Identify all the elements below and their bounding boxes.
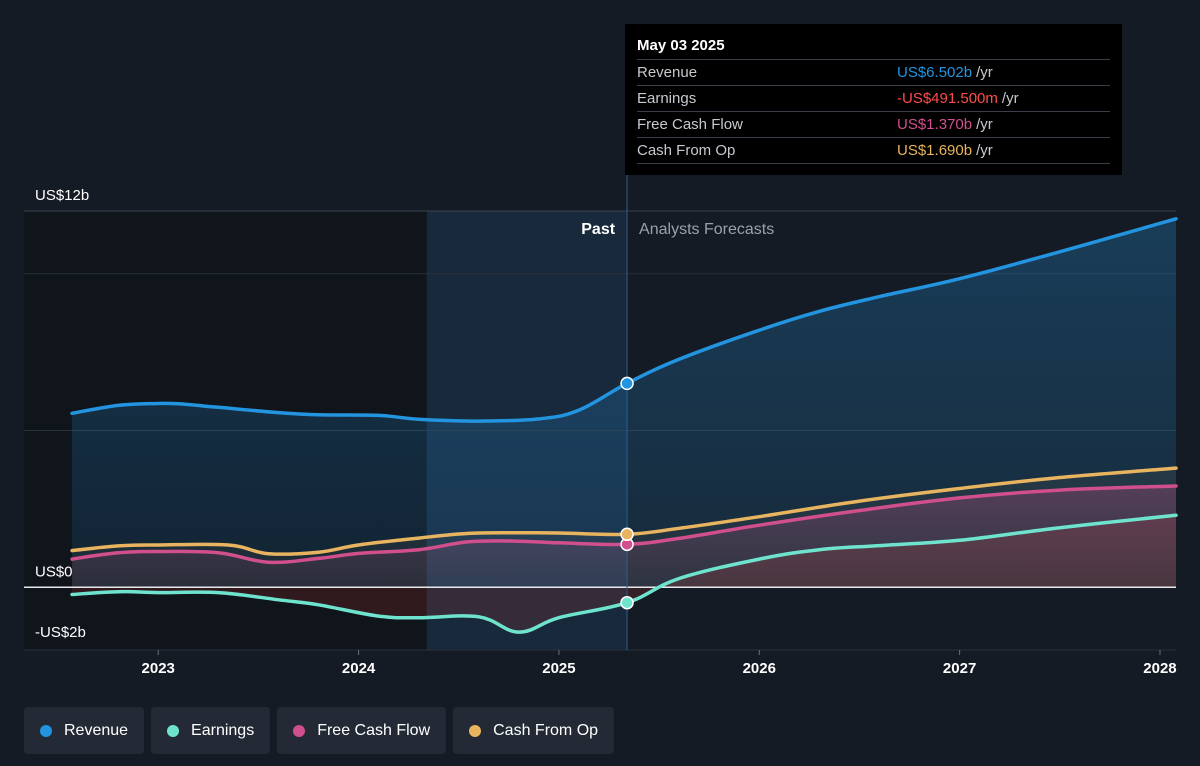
chart-legend: Revenue Earnings Free Cash Flow Cash Fro… [24,707,615,754]
tooltip-unit: /yr [976,116,993,133]
x-tick-label: 2024 [342,660,376,677]
tooltip-unit: /yr [976,142,993,159]
earnings-line [70,513,1178,634]
tooltip-unit: /yr [976,64,993,81]
tooltip-row-cash-from-op: Cash From Op US$1.690b /yr [637,137,1110,164]
x-tick-label: 2026 [743,660,776,677]
tooltip-value: -US$491.500m [897,90,998,107]
tooltip-unit: /yr [1001,90,1019,107]
cash-from-op-area [72,468,1177,588]
revenue-dot-icon [40,724,52,737]
tooltip-value: US$6.502b [897,64,973,81]
legend-label: Revenue [64,721,129,739]
tooltip-label: Cash From Op [637,142,736,159]
tooltip-label: Revenue [637,64,698,81]
x-tick-label: 2028 [1143,660,1176,677]
forecast-label: Analysts Forecasts [639,221,774,238]
x-tick-label: 2027 [943,660,976,677]
free-cash-flow-dot-icon [293,724,306,737]
hover-tooltip: May 03 2025 Revenue US$6.502b /yr Earnin… [625,24,1122,175]
legend-item-cash-from-op[interactable]: Cash From Op [453,707,615,754]
legend-label: Cash From Op [493,721,599,739]
tooltip-row-free-cash-flow: Free Cash Flow US$1.370b /yr [637,111,1110,137]
legend-item-free-cash-flow[interactable]: Free Cash Flow [277,707,447,754]
free-cash-flow-area [72,486,1177,588]
revenue-marker [620,376,634,391]
cash-from-op-marker [620,527,634,542]
tooltip-row-revenue: Revenue US$6.502b /yr [637,59,1110,85]
tooltip-value: US$1.370b [897,116,973,133]
x-tick-label: 2025 [542,660,575,677]
legend-item-revenue[interactable]: Revenue [24,707,145,754]
revenue-line [70,217,1178,423]
x-tick-label: 2023 [142,660,175,677]
tooltip-label: Free Cash Flow [637,116,743,133]
legend-item-earnings[interactable]: Earnings [151,707,271,754]
past-label: Past [581,221,615,238]
earnings-marker [620,595,634,610]
y-tick-label: -US$2b [35,624,86,641]
free-cash-flow-line [70,484,1178,565]
tooltip-row-earnings: Earnings -US$491.500m /yr [637,85,1110,111]
cash-from-op-dot-icon [469,724,482,737]
y-tick-label: US$12b [35,187,89,204]
tooltip-label: Earnings [637,90,697,107]
legend-label: Free Cash Flow [317,721,431,739]
tooltip-date: May 03 2025 [637,37,725,54]
tooltip-value: US$1.690b [897,142,973,159]
cash-from-op-line [70,466,1178,556]
legend-label: Earnings [191,721,255,739]
earnings-dot-icon [167,724,180,737]
y-tick-label: US$0 [35,563,73,580]
